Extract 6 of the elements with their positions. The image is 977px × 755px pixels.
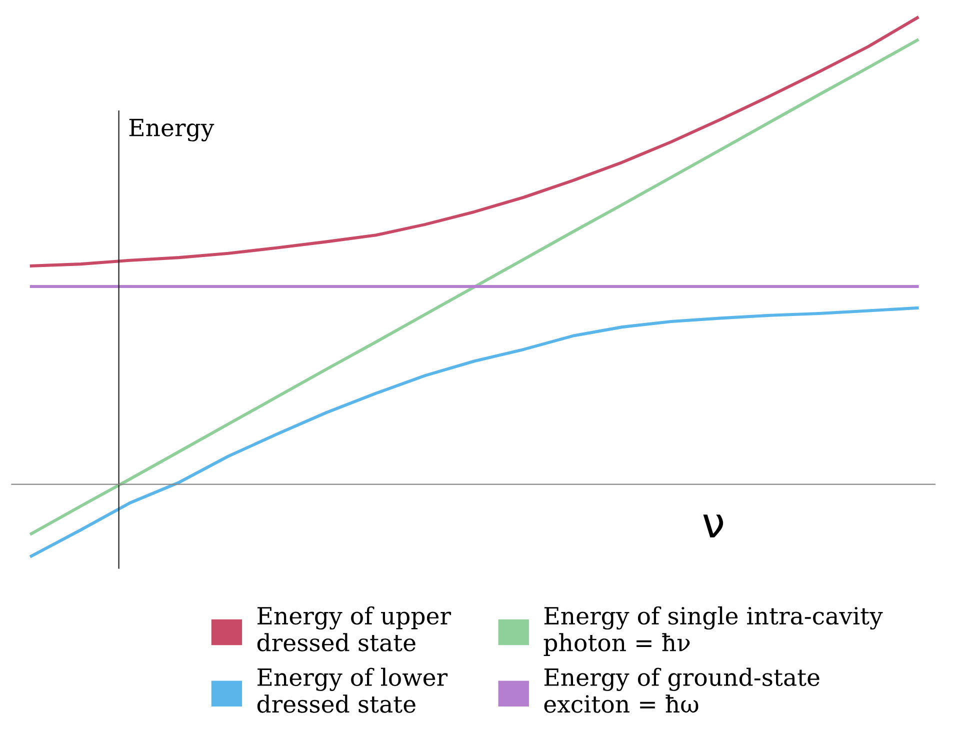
legend-label: Energy of upper dressed state xyxy=(257,606,452,652)
legend-label: Energy of ground-state exciton = ħω xyxy=(544,668,820,713)
y-axis-title: Energy xyxy=(129,118,214,142)
x-axis-title: ν xyxy=(703,514,724,538)
legend-label: Energy of lower dressed state xyxy=(257,668,448,713)
legend-label: Energy of single intra-cavity photon = ħν xyxy=(544,606,883,656)
